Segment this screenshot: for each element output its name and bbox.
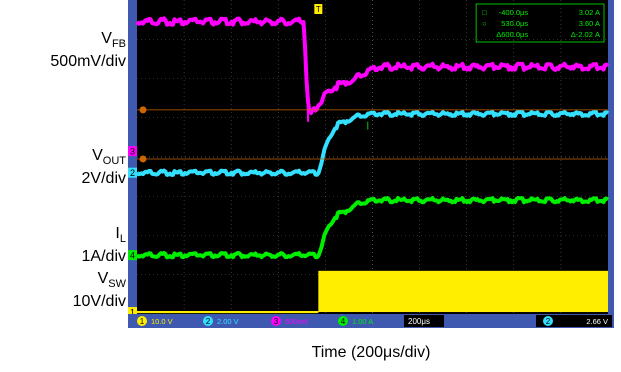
cursor-readout: □ -400.0μs 3.02 A ○ 530.0μs 3.60 A Δ600.0μs Δ-2… bbox=[475, 3, 605, 43]
cursor-marker bbox=[139, 155, 147, 163]
il-trace bbox=[135, 196, 610, 260]
trigger-ch-num: 2 bbox=[546, 317, 551, 326]
channel-markers: 3 2 4 1 T bbox=[128, 4, 608, 318]
trigger-label: T bbox=[316, 5, 321, 14]
readout-time: 530.0μs bbox=[501, 19, 528, 28]
channel-marker-label: 4 bbox=[130, 251, 135, 261]
trigger-ch-icon bbox=[543, 316, 553, 326]
status-ch-icon bbox=[338, 316, 348, 326]
status-ch-icon bbox=[271, 316, 281, 326]
status-ch-icon bbox=[137, 316, 147, 326]
status-ch-scale: 2.00 V bbox=[217, 317, 239, 326]
vfb-trace bbox=[135, 16, 610, 116]
channel-1-marker bbox=[128, 307, 137, 318]
vout-trace bbox=[135, 109, 610, 177]
readout-cursor-icon: □ bbox=[482, 8, 487, 17]
readout-value: Δ-2.02 A bbox=[571, 30, 600, 39]
status-ch-scale: 500mV bbox=[285, 317, 309, 326]
status-ch-num: 3 bbox=[274, 317, 279, 326]
channel-marker-label: 3 bbox=[130, 147, 135, 157]
x-axis-label: Time (200μs/div) bbox=[311, 344, 431, 361]
readout-time: -400.0μs bbox=[499, 8, 529, 17]
trigger-marker bbox=[314, 4, 323, 14]
readout-value: 3.60 A bbox=[579, 19, 600, 28]
readout-cursor-icon: ○ bbox=[482, 19, 487, 28]
readout-value: 3.02 A bbox=[579, 8, 600, 17]
status-ch-num: 4 bbox=[341, 317, 346, 326]
status-bar: 1 10.0 V 2 2.00 V 3 500mV 4 1.00 A 200μs 2 2.66 V bbox=[128, 314, 614, 328]
channel-marker-label: 2 bbox=[130, 168, 135, 178]
status-bar-bg bbox=[128, 314, 614, 328]
channel-2-marker bbox=[128, 167, 137, 178]
trigger-level: 2.66 V bbox=[586, 317, 608, 326]
vfb-label: VFB 500mV/div bbox=[50, 30, 126, 71]
il-label: IL 1A/div bbox=[81, 225, 126, 266]
status-ch-scale: 1.00 A bbox=[352, 317, 373, 326]
oscilloscope-screen: 3 2 4 1 T □ -400.0μs 3.02 A ○ 530.0μs 3.60 A Δ600.… bbox=[128, 0, 614, 328]
readout-time: Δ600.0μs bbox=[496, 30, 528, 39]
channel-4-marker bbox=[128, 250, 137, 261]
status-ch-icon bbox=[203, 316, 213, 326]
status-ch-num: 2 bbox=[206, 317, 211, 326]
vsw-label: VSW 10V/div bbox=[72, 270, 126, 311]
waveforms bbox=[135, 16, 610, 314]
channel-3-marker bbox=[128, 146, 137, 157]
channel-marker-label: 1 bbox=[130, 308, 135, 318]
timebase-value: 200μs bbox=[408, 317, 430, 326]
vsw-switching-band bbox=[318, 270, 608, 313]
readout-box bbox=[475, 3, 605, 43]
trigger-box bbox=[536, 315, 612, 327]
cursor-marker bbox=[139, 106, 147, 114]
status-ch-scale: 10.0 V bbox=[151, 317, 173, 326]
status-ch-num: 1 bbox=[140, 317, 145, 326]
vfb-drop-edge bbox=[303, 21, 310, 122]
vout-label: VOUT 2V/div bbox=[81, 147, 126, 188]
timebase-box bbox=[404, 315, 444, 327]
